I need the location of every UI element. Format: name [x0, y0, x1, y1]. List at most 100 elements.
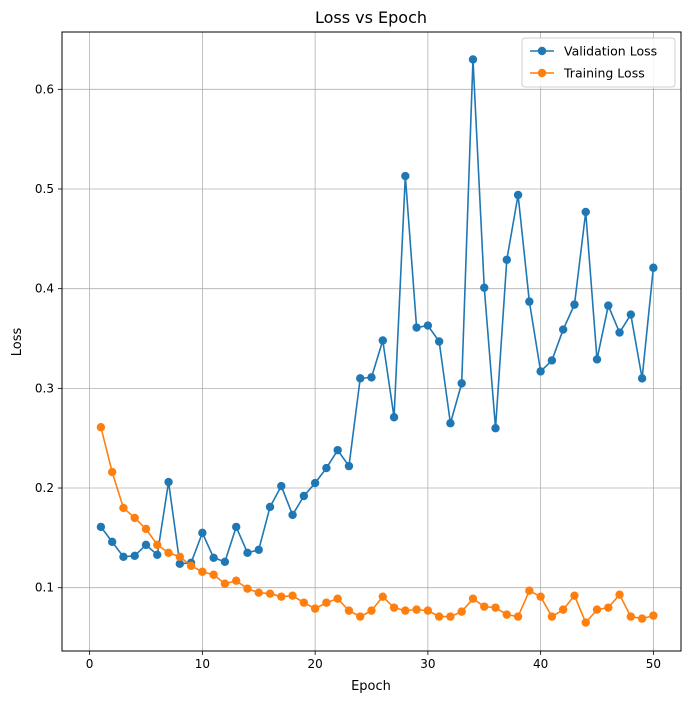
- legend-label: Training Loss: [563, 66, 645, 81]
- data-point: [198, 567, 207, 576]
- axis-ticks: 0 10 20 30 40 50 0.1 0.2 0.3 0.4 0.5 0.6: [35, 82, 661, 671]
- data-point: [513, 612, 523, 621]
- data-point: [107, 537, 117, 547]
- data-point: [547, 612, 557, 621]
- data-point: [547, 356, 557, 365]
- data-point: [502, 255, 512, 264]
- data-point: [570, 300, 579, 309]
- data-point: [434, 337, 444, 346]
- data-point: [525, 297, 534, 306]
- data-point: [333, 445, 342, 455]
- data-point: [389, 603, 399, 612]
- chart-title: Loss vs Epoch: [315, 8, 427, 27]
- data-point: [626, 612, 636, 621]
- data-point: [141, 524, 151, 534]
- x-tick-label: 20: [307, 657, 322, 671]
- data-point: [333, 594, 342, 603]
- data-point: [164, 548, 173, 558]
- data-point: [356, 374, 365, 383]
- data-point: [130, 513, 139, 523]
- data-point: [322, 463, 331, 473]
- series-group: [96, 55, 658, 568]
- data-point: [344, 606, 354, 615]
- data-point: [254, 545, 263, 555]
- data-point: [220, 579, 230, 588]
- data-point: [525, 586, 534, 595]
- data-point: [649, 611, 658, 620]
- data-point: [96, 423, 106, 432]
- data-point: [119, 552, 128, 562]
- data-point: [570, 591, 579, 600]
- data-point: [288, 510, 297, 520]
- data-point: [119, 503, 128, 513]
- x-tick-label: 10: [195, 657, 210, 671]
- x-tick-label: 30: [420, 657, 435, 671]
- data-point: [412, 605, 421, 614]
- data-point: [536, 367, 545, 376]
- data-point: [356, 612, 365, 621]
- legend-swatch-marker: [537, 68, 547, 78]
- data-point: [310, 604, 320, 613]
- data-point: [367, 373, 376, 382]
- data-point: [446, 612, 455, 621]
- data-point: [175, 552, 185, 562]
- data-point: [649, 263, 658, 272]
- data-point: [277, 592, 286, 601]
- data-point: [344, 461, 354, 471]
- data-point: [592, 355, 602, 364]
- data-point: [130, 551, 139, 561]
- data-point: [243, 584, 252, 593]
- data-point: [604, 301, 613, 310]
- data-point: [220, 557, 230, 566]
- data-point: [423, 321, 433, 330]
- data-point: [231, 576, 241, 585]
- data-point: [637, 374, 647, 383]
- data-point: [277, 481, 286, 491]
- data-point: [581, 207, 590, 217]
- data-point: [265, 502, 275, 512]
- data-point: [491, 424, 500, 433]
- data-point: [558, 325, 568, 334]
- data-point: [615, 328, 624, 337]
- data-point: [107, 467, 117, 477]
- data-point: [299, 491, 309, 501]
- y-tick-label: 0.4: [35, 282, 54, 296]
- data-point: [468, 594, 478, 603]
- data-point: [412, 323, 421, 332]
- data-point: [209, 553, 218, 563]
- legend-label: Validation Loss: [564, 44, 657, 59]
- data-point: [491, 603, 500, 612]
- data-point: [637, 614, 647, 623]
- data-point: [457, 607, 466, 616]
- data-point: [604, 603, 613, 612]
- data-point: [626, 310, 636, 319]
- y-tick-label: 0.5: [35, 182, 54, 196]
- data-point: [536, 592, 545, 601]
- data-point: [513, 190, 523, 200]
- y-tick-label: 0.6: [35, 82, 54, 96]
- x-tick-label: 0: [86, 657, 94, 671]
- data-point: [502, 610, 512, 619]
- legend-box: [521, 37, 676, 88]
- data-point: [401, 171, 410, 181]
- legend: Validation Loss Training Loss: [521, 37, 676, 88]
- x-axis-label: Epoch: [351, 679, 391, 694]
- data-point: [378, 592, 387, 601]
- series-group: [96, 423, 658, 627]
- y-tick-label: 0.2: [35, 481, 54, 495]
- data-point: [558, 605, 568, 614]
- x-tick-label: 40: [533, 657, 548, 671]
- data-point: [153, 540, 162, 550]
- y-tick-label: 0.1: [35, 581, 54, 595]
- y-tick-label: 0.3: [35, 381, 54, 395]
- data-point: [288, 591, 297, 600]
- data-point: [457, 379, 466, 388]
- data-point: [243, 548, 252, 558]
- data-point: [615, 590, 624, 599]
- data-point: [401, 606, 410, 615]
- data-point: [434, 612, 444, 621]
- data-point: [367, 606, 376, 615]
- data-point: [581, 618, 590, 627]
